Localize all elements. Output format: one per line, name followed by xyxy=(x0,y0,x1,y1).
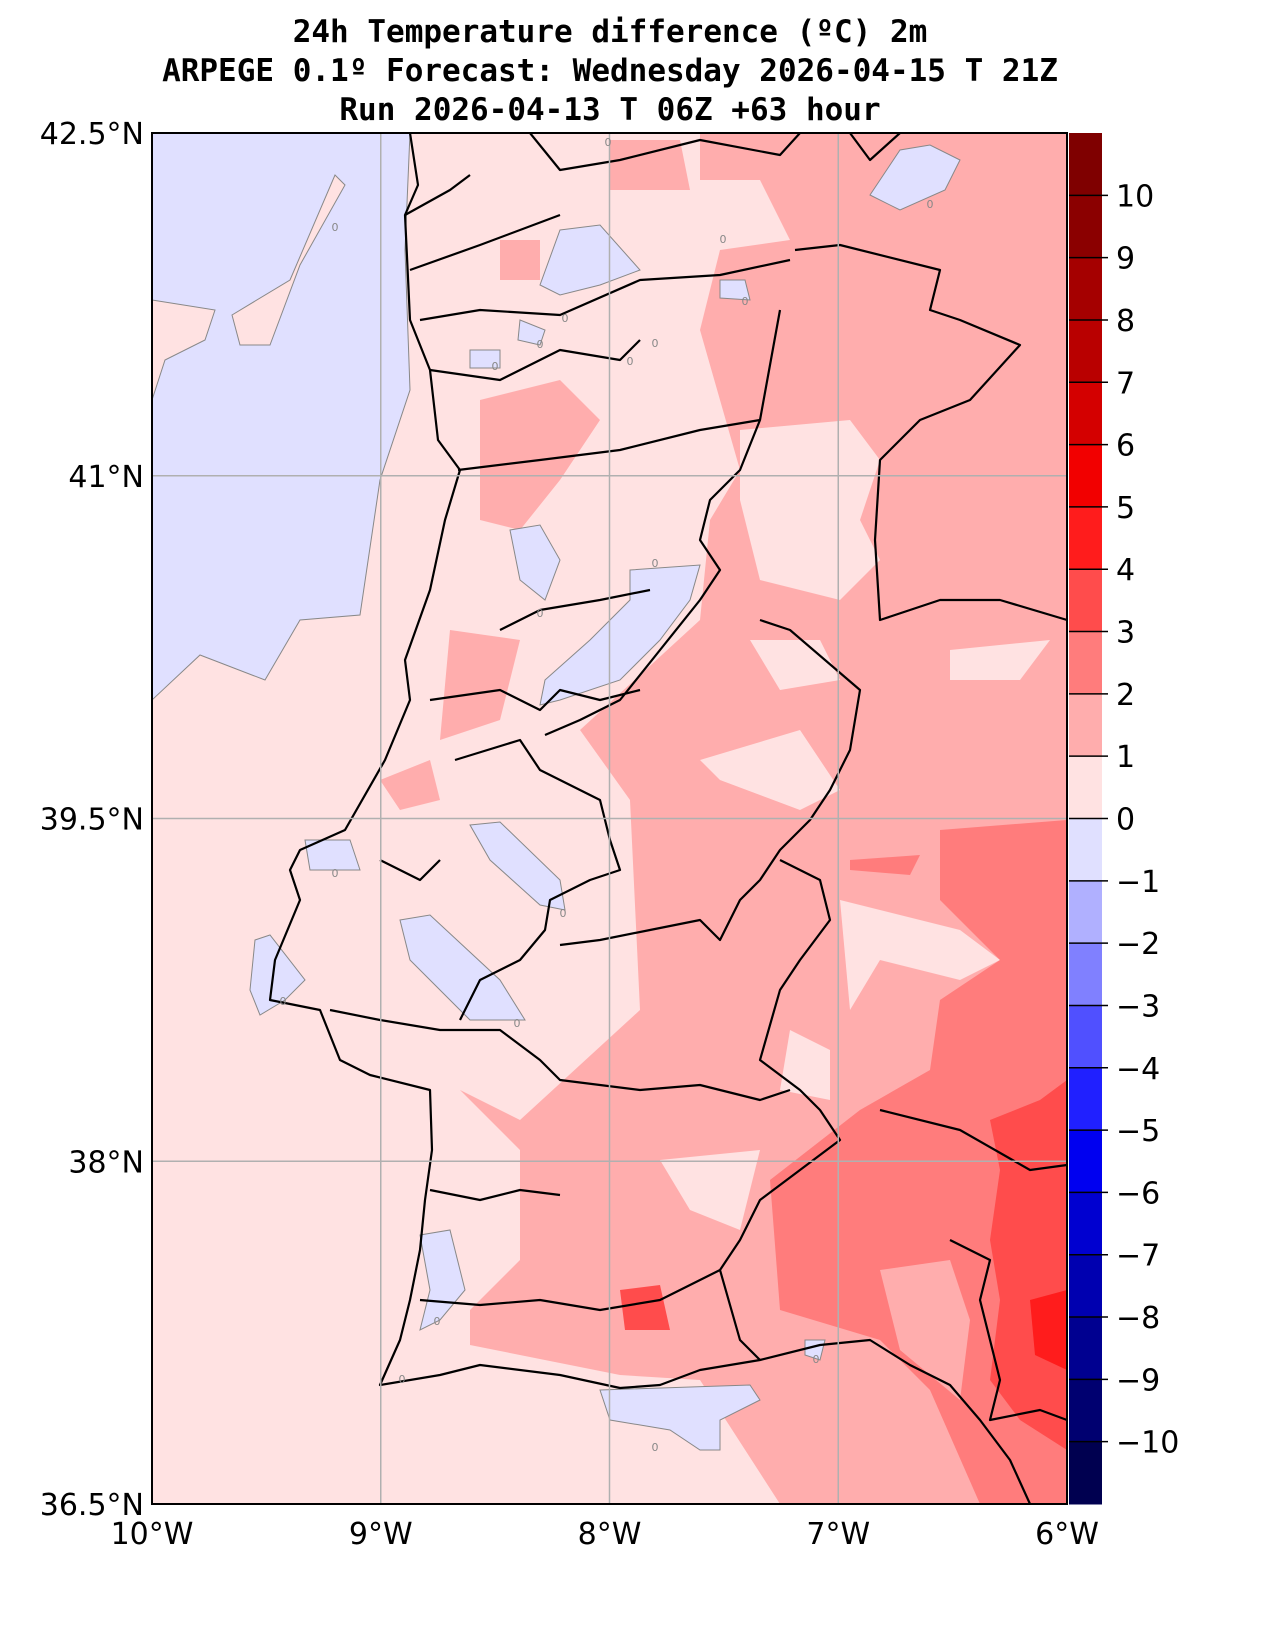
colorbar-segment xyxy=(1069,195,1102,259)
colorbar-segment xyxy=(1069,382,1102,446)
contour-label: 0 xyxy=(537,607,544,620)
field-coast-positive xyxy=(152,174,346,401)
y-tick-label: 36.5°N xyxy=(40,1488,144,1523)
colorbar-segment xyxy=(1069,1379,1102,1443)
y-axis: 42.5°N 41°N 39.5°N 38°N 36.5°N xyxy=(40,117,144,1523)
colorbar-segment xyxy=(1069,569,1102,633)
colorbar-segment xyxy=(1069,1441,1102,1505)
field-negative-patches xyxy=(249,144,961,1451)
colorbar-tick-label: 1 xyxy=(1116,740,1135,775)
contour-label: 0 xyxy=(627,355,634,368)
border-spain xyxy=(529,133,1067,1422)
colorbar-tick-label: −10 xyxy=(1116,1426,1179,1461)
colorbar-segment xyxy=(1069,319,1102,383)
colorbar-segment xyxy=(1069,1130,1102,1193)
contour-label: 0 xyxy=(560,907,567,920)
border-districts xyxy=(329,588,791,1312)
colorbar-segment xyxy=(1069,880,1102,944)
x-tick-label: 8°W xyxy=(578,1517,642,1552)
x-axis: 10°W 9°W 8°W 7°W 6°W xyxy=(111,1517,1099,1552)
field-1-to-2-holes xyxy=(660,420,1050,1230)
colorbar-segment xyxy=(1069,943,1102,1006)
colorbar-segment xyxy=(1069,693,1102,757)
contour-label: 0 xyxy=(514,1017,521,1030)
colorbar-tick-label: 0 xyxy=(1116,803,1135,838)
colorbar-segment xyxy=(1069,631,1102,695)
plot-frame xyxy=(151,132,1068,1505)
y-tick-label: 39.5°N xyxy=(40,803,144,838)
contour-label: 0 xyxy=(652,1441,659,1454)
border-north xyxy=(404,174,791,472)
contour-label: 0 xyxy=(434,1315,441,1328)
colorbar-tick-label: 6 xyxy=(1116,429,1135,464)
colorbar-segment xyxy=(1069,133,1102,196)
x-tick-label: 6°W xyxy=(1035,1517,1099,1552)
colorbar-segment xyxy=(1069,1317,1102,1380)
contour-label: 0 xyxy=(813,1353,820,1366)
colorbar-tick-label: 7 xyxy=(1116,366,1135,401)
y-tick-label: 41°N xyxy=(68,460,144,495)
contour-label: 0 xyxy=(332,867,339,880)
contour-label: 0 xyxy=(927,198,934,211)
colorbar-tick-label: −1 xyxy=(1116,865,1160,900)
contour-label: 0 xyxy=(280,995,287,1008)
contour-label: 0 xyxy=(652,337,659,350)
colorbar-tick-label: 3 xyxy=(1116,616,1135,651)
colorbar-tick-label: 8 xyxy=(1116,304,1135,339)
y-tick-label: 38°N xyxy=(68,1145,144,1180)
coastline-and-borders xyxy=(268,133,1067,1504)
contour-label: 0 xyxy=(562,312,569,325)
colorbar-segment xyxy=(1069,257,1102,321)
colorbar-segment xyxy=(1069,1192,1102,1256)
coastline xyxy=(268,133,1032,1504)
contour-label: 0 xyxy=(332,221,339,234)
colorbar-tick-label: 4 xyxy=(1116,553,1135,588)
colorbar-tick-label: −8 xyxy=(1116,1301,1160,1336)
colorbar-segment xyxy=(1069,818,1102,882)
colorbar-tick-label: 10 xyxy=(1116,179,1154,214)
colorbar-segment xyxy=(1069,1254,1102,1318)
colorbar-tick-label: −4 xyxy=(1116,1052,1160,1087)
x-tick-label: 7°W xyxy=(806,1517,870,1552)
colorbar-tick-label: −6 xyxy=(1116,1176,1160,1211)
contour-label: 0 xyxy=(399,1373,406,1386)
y-tick-label: 42.5°N xyxy=(40,117,144,152)
contour-label: 0 xyxy=(605,136,612,149)
colorbar-tick-label: −2 xyxy=(1116,927,1160,962)
contour-label: 0 xyxy=(537,338,544,351)
chart-title-line-2: ARPEGE 0.1º Forecast: Wednesday 2026-04-… xyxy=(162,53,1058,89)
colorbar-segment xyxy=(1069,506,1102,570)
x-tick-label: 9°W xyxy=(349,1517,413,1552)
colorbar-segment xyxy=(1069,444,1102,508)
field-1-to-2-inner xyxy=(880,1210,1040,1400)
field-4-to-5 xyxy=(1030,1290,1067,1370)
chart-title-line-1: 24h Temperature difference (ºC) 2m xyxy=(292,14,928,50)
contour-label: 0 xyxy=(742,295,749,308)
colorbar-segment xyxy=(1069,756,1102,819)
colorbar-tick-label: 5 xyxy=(1116,491,1135,526)
contour-label: 0 xyxy=(720,233,727,246)
colorbar-tick-label: −5 xyxy=(1116,1114,1160,1149)
colorbar-segment xyxy=(1069,1067,1102,1131)
colorbar-tick-label: −7 xyxy=(1116,1239,1160,1274)
contour-label: 0 xyxy=(492,360,499,373)
colorbar-tick-label: 2 xyxy=(1116,678,1135,713)
colorbar-segment xyxy=(1069,1005,1102,1069)
colorbar-tick-label: 9 xyxy=(1116,242,1135,277)
colorbar-tick-label: −9 xyxy=(1116,1363,1160,1398)
contour-label: 0 xyxy=(652,557,659,570)
x-tick-label: 10°W xyxy=(111,1517,194,1552)
colorbar-tick-label: −3 xyxy=(1116,989,1160,1024)
chart-title-line-3: Run 2026-04-13 T 06Z +63 hour xyxy=(339,92,881,128)
